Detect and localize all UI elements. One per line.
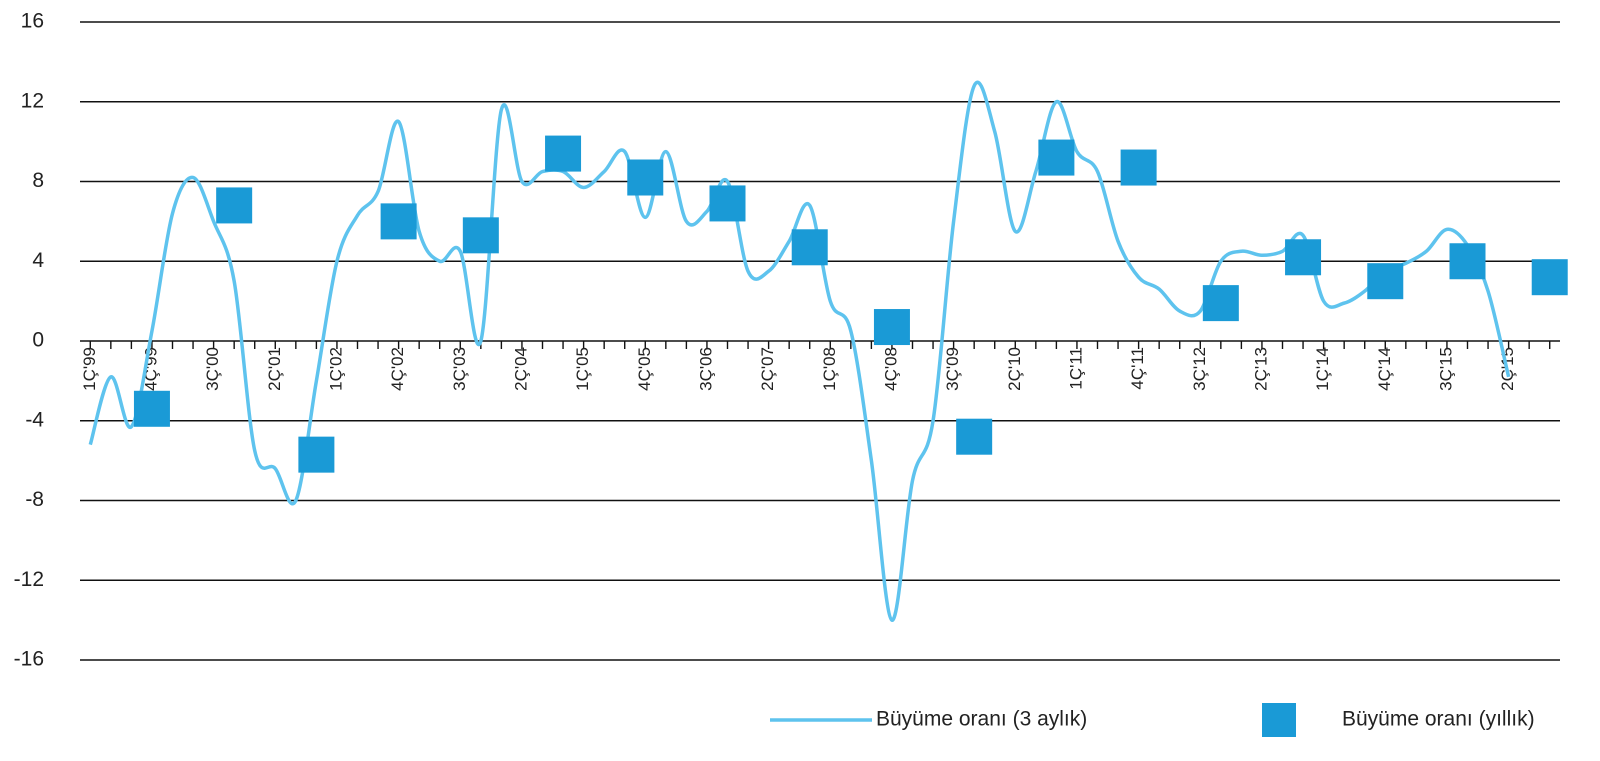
legend-label: Büyüme oranı (yıllık) (1342, 708, 1535, 731)
x-tick-label: 1Ç'05 (573, 347, 592, 391)
square-marker (791, 229, 828, 266)
x-tick-label: 3Ç'12 (1190, 347, 1209, 391)
square-marker (1120, 149, 1157, 186)
legend-square (1262, 703, 1296, 737)
square-marker (1038, 139, 1075, 176)
square-marker (545, 135, 582, 172)
x-tick-label: 2Ç'01 (265, 347, 284, 391)
series-line (88, 80, 1511, 622)
y-tick-label: -4 (25, 408, 44, 431)
x-tick-label: 1Ç'99 (80, 347, 99, 391)
x-tick-label: 4Ç'11 (1128, 347, 1147, 390)
y-tick-label: 0 (32, 329, 44, 352)
x-tick-label: 3Ç'15 (1436, 347, 1455, 391)
x-tick-label: 1Ç'08 (820, 347, 839, 391)
y-tick-label: 4 (32, 249, 44, 272)
square-marker (1285, 239, 1322, 276)
square-marker (956, 418, 993, 455)
x-tick-label: 2Ç'10 (1005, 347, 1024, 391)
y-tick-label: 8 (32, 169, 44, 192)
x-tick-label: 2Ç'04 (511, 347, 530, 391)
square-marker (298, 436, 335, 473)
x-tick-label: 3Ç'00 (203, 347, 222, 391)
x-tick-label: 1Ç'02 (326, 347, 345, 391)
x-tick-label: 2Ç'07 (758, 347, 777, 391)
square-marker (709, 185, 746, 222)
y-tick-label: -8 (25, 488, 44, 511)
y-tick-label: 12 (21, 89, 44, 112)
x-tick-label: 4Ç'14 (1375, 347, 1394, 391)
legend-label: Büyüme oranı (3 aylık) (876, 708, 1087, 731)
square-marker (1202, 285, 1239, 322)
x-tick-label: 2Ç'13 (1251, 347, 1270, 391)
x-tick-label: 1Ç'14 (1313, 347, 1332, 391)
x-tick-label: 4Ç'08 (881, 347, 900, 391)
square-marker (380, 203, 417, 240)
square-marker (873, 309, 910, 346)
x-tick-label: 4Ç'02 (388, 347, 407, 391)
x-tick-label: 1Ç'11 (1066, 347, 1085, 390)
y-tick-label: 16 (21, 10, 44, 33)
y-tick-label: -12 (14, 568, 44, 591)
square-marker (133, 390, 170, 427)
x-tick-label: 3Ç'06 (696, 347, 715, 391)
square-marker (1531, 259, 1568, 296)
x-tick-label: 3Ç'03 (450, 347, 469, 391)
square-marker (627, 159, 664, 196)
x-tick-label: 4Ç'05 (635, 347, 654, 391)
square-marker (1449, 243, 1486, 280)
square-marker (462, 217, 499, 254)
y-tick-label: -16 (14, 648, 44, 671)
x-tick-label: 3Ç'09 (943, 347, 962, 391)
square-marker (1367, 263, 1404, 300)
square-marker (216, 187, 253, 224)
